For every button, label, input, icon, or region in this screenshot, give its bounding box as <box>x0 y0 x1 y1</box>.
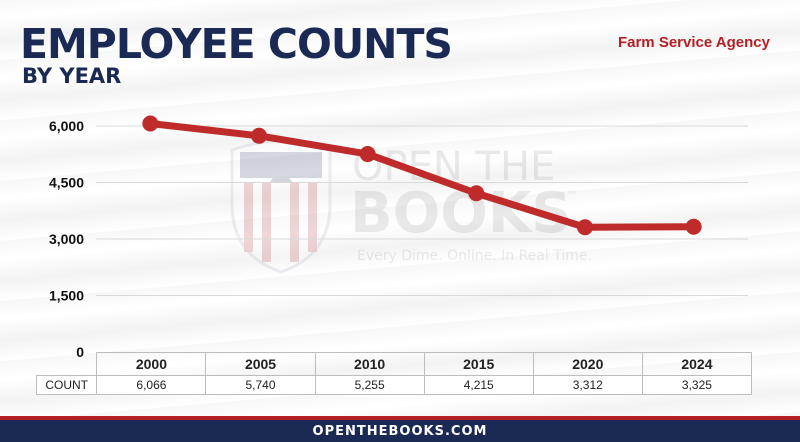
data-point <box>468 185 485 202</box>
y-tick-label: 0 <box>76 344 84 360</box>
table-row-label: COUNT <box>35 375 98 395</box>
table-header-row: 2000 2005 2010 2015 2020 2024 <box>36 352 753 376</box>
x-tick-label: 2015 <box>423 352 534 376</box>
line-chart: OPEN THE BOOKS ™ Every Dime. Online. In … <box>49 115 748 360</box>
watermark-tagline: Every Dime. Online. In Real Time. <box>357 248 592 264</box>
series-line <box>146 120 698 231</box>
data-label: 3,325 <box>641 375 753 395</box>
shield-icon <box>230 139 332 274</box>
y-tick-label: 1,500 <box>49 288 84 304</box>
x-tick-label: 2005 <box>205 352 316 376</box>
x-tick-label: 2000 <box>96 352 207 376</box>
gridlines <box>96 125 748 296</box>
y-tick-label: 6,000 <box>49 118 84 134</box>
footer-site: OPENTHEBOOKS.COM <box>312 423 488 439</box>
y-axis-ticks: 0 1,500 3,000 4,500 6,000 <box>49 118 84 360</box>
data-point <box>251 127 267 144</box>
data-point <box>685 218 702 235</box>
chart-title: EMPLOYEE COUNTS <box>20 20 453 68</box>
y-tick-label: 3,000 <box>49 231 84 247</box>
data-point <box>577 219 593 236</box>
x-tick-label: 2020 <box>532 352 643 376</box>
data-point <box>359 146 376 163</box>
watermark-tm: ™ <box>566 189 578 203</box>
data-label: 5,255 <box>314 375 425 395</box>
data-label: 5,740 <box>205 375 316 395</box>
data-table: 2000 2005 2010 2015 2020 2024 COUNT 6,066 5,74… <box>35 352 753 395</box>
data-label: 6,066 <box>96 375 207 395</box>
table-corner <box>36 352 98 376</box>
y-tick-label: 4,500 <box>49 175 84 191</box>
data-label: 4,215 <box>423 375 534 395</box>
x-tick-label: 2024 <box>641 352 753 376</box>
x-tick-label: 2010 <box>314 352 425 376</box>
series-employee-count <box>142 115 702 236</box>
data-label: 3,312 <box>532 375 643 395</box>
agency-label: Farm Service Agency <box>617 34 770 51</box>
footer: OPENTHEBOOKS.COM <box>0 416 800 442</box>
background <box>0 0 800 416</box>
table-row: COUNT 6,066 5,740 5,255 4,215 3,312 3,325 <box>35 375 753 395</box>
watermark: OPEN THE BOOKS ™ Every Dime. Online. In … <box>230 139 592 274</box>
data-point <box>142 115 159 132</box>
chart-subtitle: BY YEAR <box>22 64 122 88</box>
